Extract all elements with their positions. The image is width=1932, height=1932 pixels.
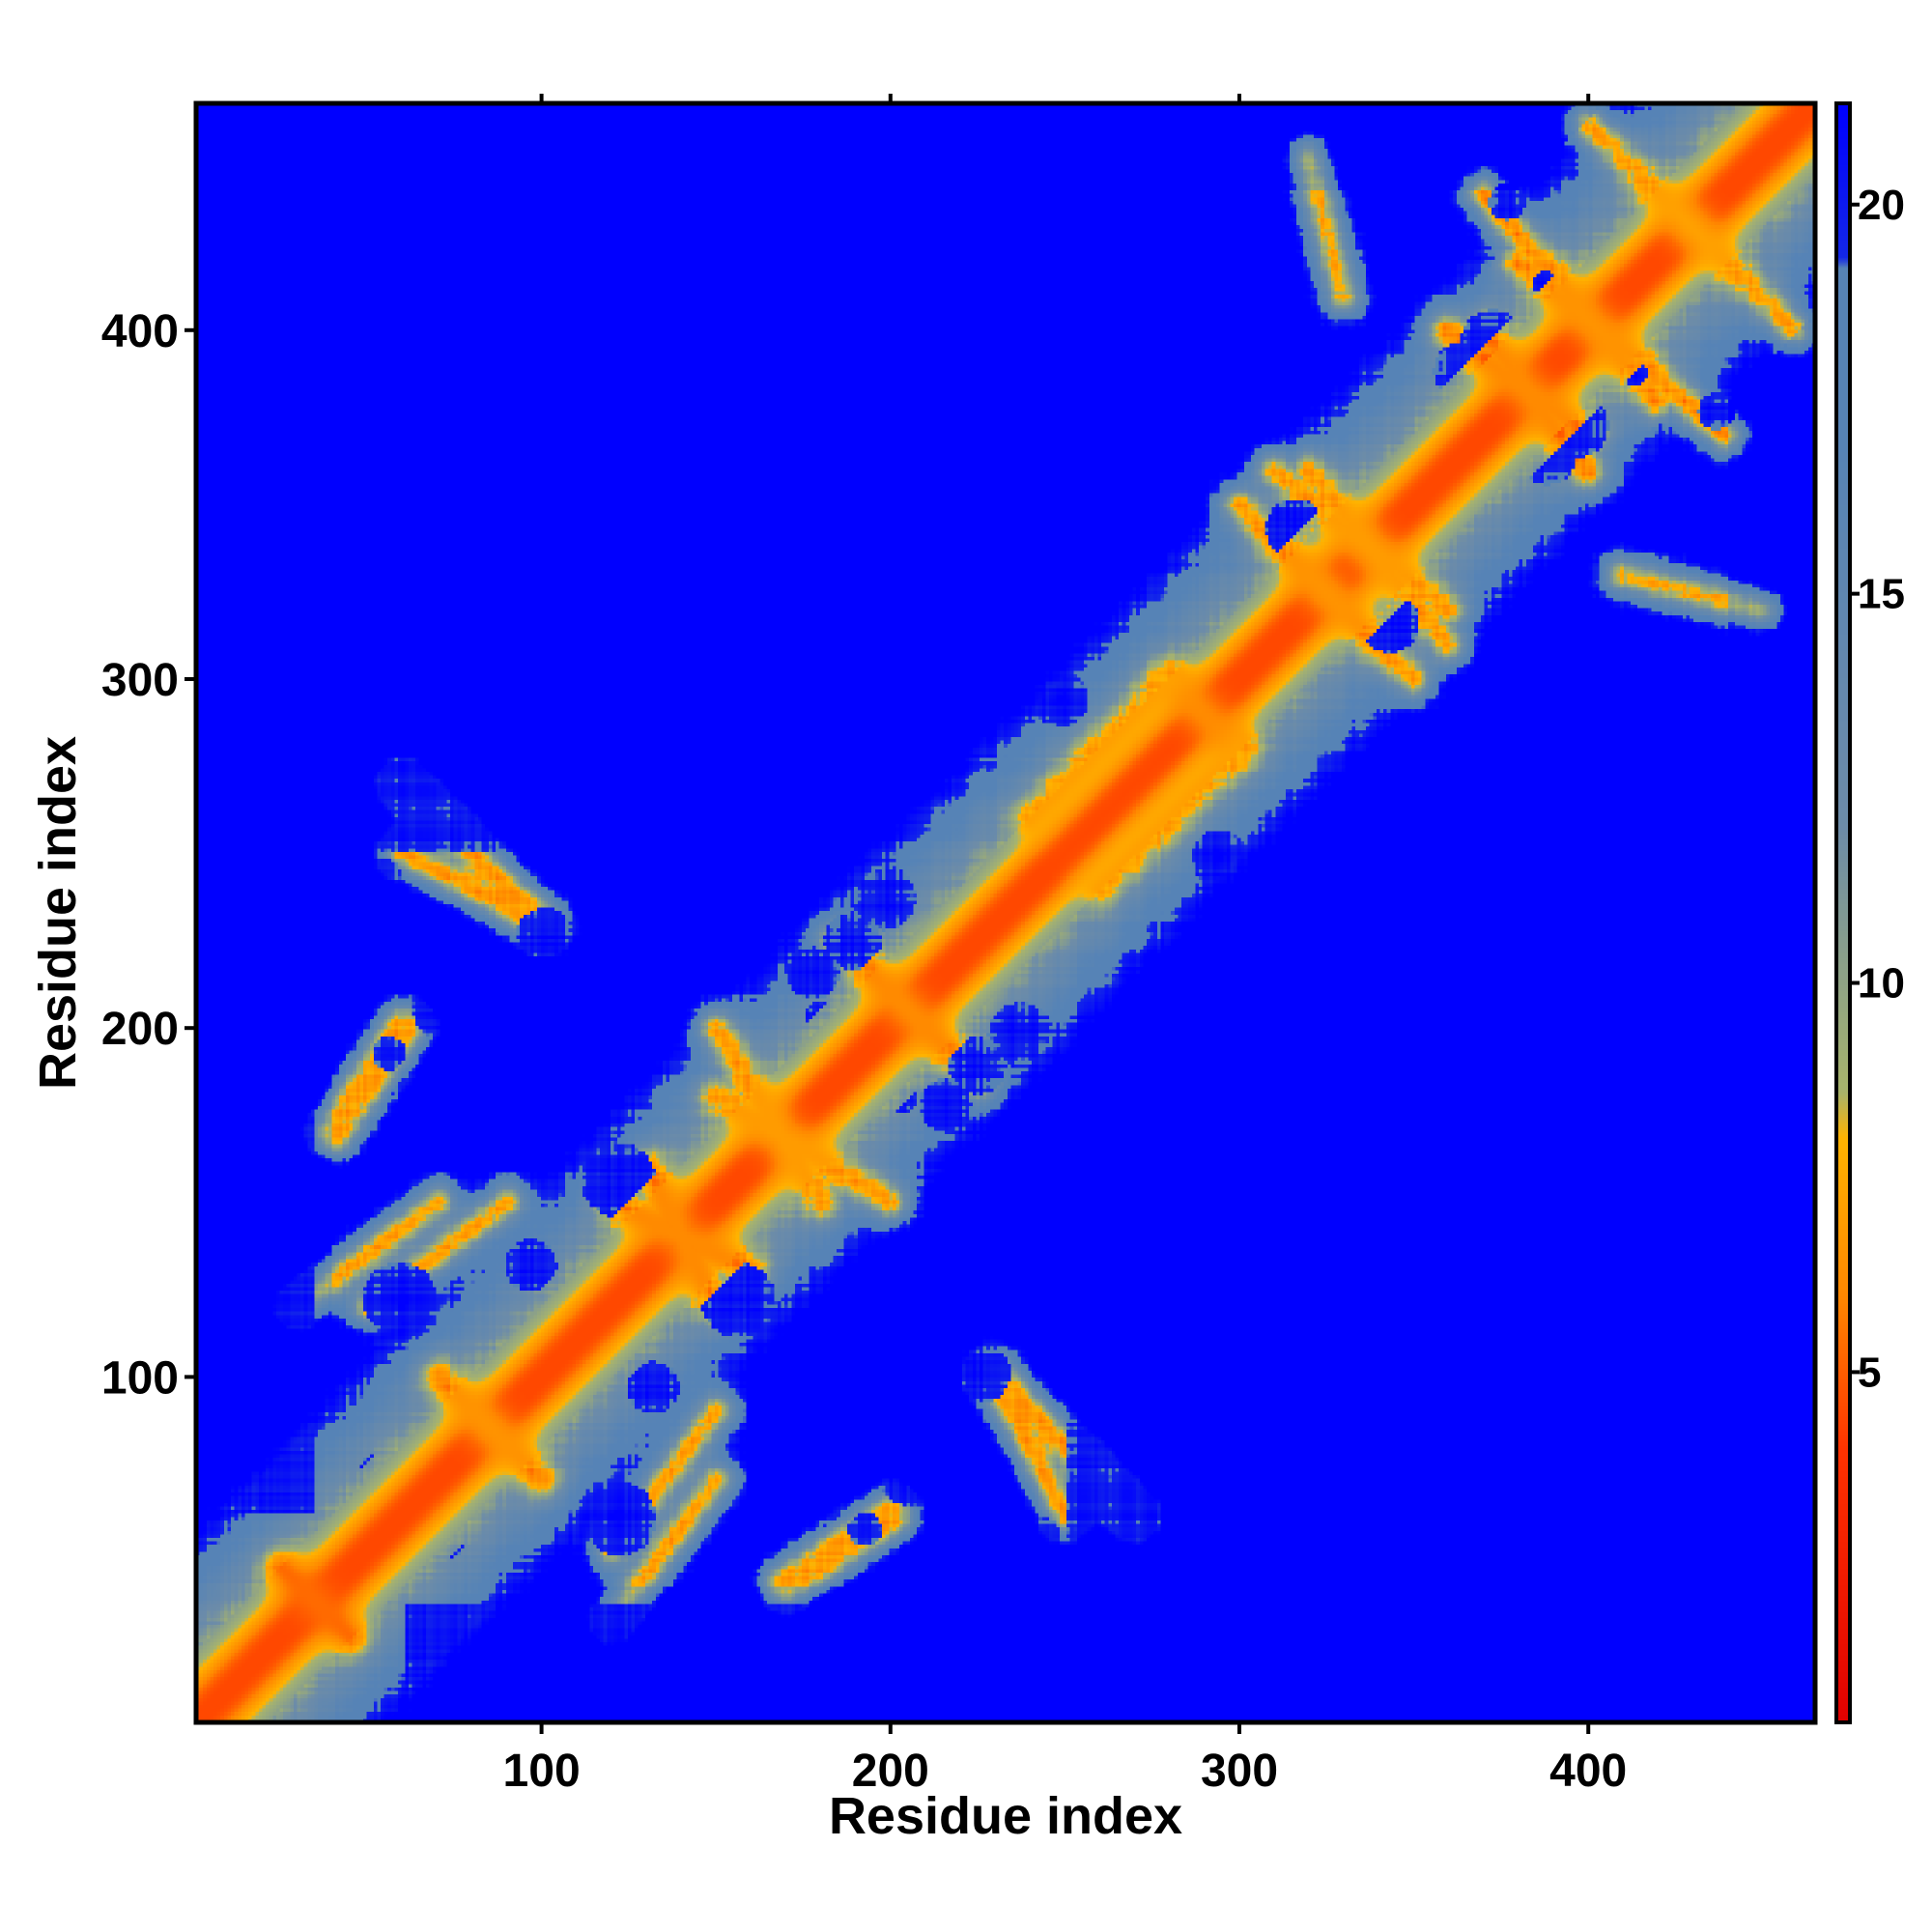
x-axis-top-ticks <box>539 94 1591 103</box>
colorbar-ticks: 5 10 15 20 <box>1850 182 1905 1396</box>
plot-frame <box>193 100 1818 1725</box>
colorbar-tick-label: 10 <box>1858 960 1905 1008</box>
y-tick-label: 400 <box>101 306 179 357</box>
heatmap-panel <box>193 100 1818 1725</box>
distance-heatmap <box>196 103 1815 1722</box>
y-tick-label: 300 <box>101 655 179 706</box>
colorbar-tick-label: 15 <box>1858 571 1905 618</box>
y-tick-label: 200 <box>101 1004 179 1055</box>
x-axis-ticks: 100 200 300 400 <box>503 1722 1627 1797</box>
x-tick-label: 400 <box>1549 1746 1627 1797</box>
x-axis-title: Residue index <box>829 1787 1182 1845</box>
x-tick-label: 100 <box>503 1746 581 1797</box>
colorbar-gradient <box>1836 103 1850 1722</box>
colorbar-tick-label: 20 <box>1858 182 1905 229</box>
y-axis-ticks: 100 200 300 400 <box>101 306 196 1404</box>
y-tick-label: 100 <box>101 1352 179 1404</box>
x-tick-label: 200 <box>852 1746 929 1797</box>
colorbar-frame <box>1834 101 1852 1724</box>
x-tick-label: 300 <box>1201 1746 1278 1797</box>
colorbar: 5 10 15 20 <box>1834 101 1905 1724</box>
colorbar-tick-label: 5 <box>1858 1349 1881 1396</box>
y-axis-title: Residue index <box>29 736 87 1090</box>
